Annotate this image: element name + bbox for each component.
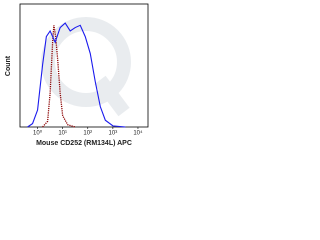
x-tick-label: 10³ [109, 131, 118, 137]
x-tick-label: 10⁰ [33, 130, 43, 137]
x-tick-label: 10² [83, 131, 92, 137]
x-tick-label: 10⁴ [133, 130, 143, 137]
histogram-line [27, 22, 126, 128]
plot-frame [19, 3, 149, 128]
x-tick-label: 10¹ [58, 131, 67, 137]
y-axis-title: Count [5, 55, 12, 76]
chart: Count Mouse CD252 (RM134L) APC 10⁰ 10¹ 10²… [5, 3, 149, 147]
histogram-line [42, 25, 76, 128]
x-axis-title: Mouse CD252 (RM134L) APC [36, 140, 132, 147]
watermark [41, 17, 131, 117]
